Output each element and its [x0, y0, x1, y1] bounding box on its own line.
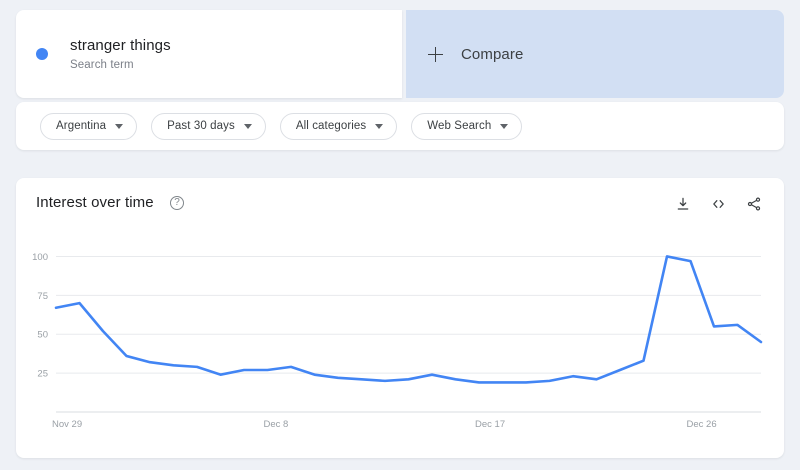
chevron-down-icon	[500, 123, 509, 129]
embed-code-icon[interactable]	[710, 196, 727, 212]
chart-x-axis-labels: Nov 29 Dec 8 Dec 17 Dec 26	[52, 419, 717, 430]
chart-plot-area: 25 50 75 100 Nov 29 Dec 8 Dec 17 Dec 26	[16, 230, 784, 458]
trend-line-stranger-things	[54, 255, 763, 384]
y-axis-tick-label: 25	[37, 369, 48, 380]
category-filter[interactable]: All categories	[279, 112, 398, 140]
chart-title: Interest over time	[36, 194, 154, 211]
search-type-filter-label: Web Search	[427, 120, 492, 132]
time-range-filter-label: Past 30 days	[167, 120, 235, 132]
series-color-dot	[36, 48, 48, 60]
interest-over-time-chart: 25 50 75 100 Nov 29 Dec 8 Dec 17 Dec 26	[32, 252, 763, 430]
search-term-subtitle: Search term	[70, 58, 134, 71]
chart-gridlines	[56, 255, 761, 374]
interest-over-time-card: Interest over time ?	[16, 178, 784, 458]
plus-icon	[428, 46, 443, 62]
chart-y-axis-labels: 25 50 75 100	[32, 252, 48, 380]
location-filter-label: Argentina	[56, 120, 107, 132]
location-filter[interactable]: Argentina	[40, 112, 138, 140]
chevron-down-icon	[375, 123, 384, 129]
y-axis-tick-label: 100	[32, 252, 48, 263]
chevron-down-icon	[115, 123, 124, 129]
share-icon[interactable]	[746, 196, 762, 212]
x-axis-tick-label: Dec 17	[475, 419, 505, 430]
x-axis-tick-label: Dec 26	[687, 419, 717, 430]
x-axis-tick-label: Dec 8	[264, 419, 289, 430]
compare-button[interactable]: Compare	[406, 10, 784, 98]
search-type-filter[interactable]: Web Search	[411, 112, 523, 140]
search-terms-row: stranger things Search term Compare	[16, 10, 784, 98]
time-range-filter[interactable]: Past 30 days	[151, 112, 266, 140]
help-icon[interactable]: ?	[170, 196, 184, 210]
x-axis-tick-label: Nov 29	[52, 419, 82, 430]
download-icon[interactable]	[675, 196, 691, 212]
chart-header: Interest over time ?	[16, 178, 784, 230]
category-filter-label: All categories	[295, 120, 367, 132]
search-term-label: stranger things	[70, 36, 171, 54]
chevron-down-icon	[243, 123, 252, 129]
search-term-text: stranger things Search term	[70, 36, 171, 73]
compare-label: Compare	[461, 45, 524, 63]
chart-actions	[675, 196, 762, 212]
search-term-card[interactable]: stranger things Search term	[16, 10, 402, 98]
y-axis-tick-label: 50	[37, 330, 48, 341]
filter-bar: Argentina Past 30 days All categories We…	[16, 102, 784, 150]
y-axis-tick-label: 75	[37, 291, 48, 302]
